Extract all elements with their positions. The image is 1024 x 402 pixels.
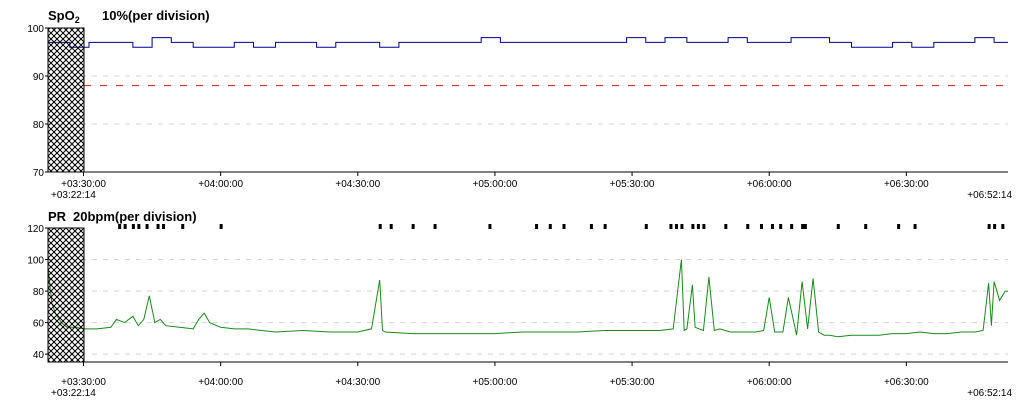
pr-event-mark xyxy=(680,224,684,229)
spo2-xtick-label: +04:30:00 xyxy=(335,179,380,190)
pr-event-mark xyxy=(897,224,901,229)
pr-xtick-label: +06:00:00 xyxy=(747,377,792,388)
pr-event-mark xyxy=(790,224,794,229)
pr-event-mark xyxy=(181,224,185,229)
pr-ytick-label: 80 xyxy=(33,287,45,298)
pr-event-mark xyxy=(836,224,840,229)
pr-event-mark xyxy=(724,224,728,229)
pr-event-mark xyxy=(156,224,160,229)
pr-event-mark xyxy=(864,224,868,229)
pr-event-mark xyxy=(801,224,805,229)
pr-event-mark xyxy=(488,224,492,229)
pr-event-mark xyxy=(123,224,127,229)
pr-event-mark xyxy=(603,224,607,229)
pr-event-mark xyxy=(131,224,135,229)
spo2-ytick-label: 100 xyxy=(27,24,44,35)
spo2-xtick-label: +05:30:00 xyxy=(610,179,655,190)
spo2-xtick-label: +06:00:00 xyxy=(747,179,792,190)
pr-xtick-label: +04:30:00 xyxy=(335,377,380,388)
pr-panel: PR 20bpm(per division) 120 100 80 60 40 +03:3… xyxy=(27,209,1012,399)
pr-event-mark xyxy=(803,224,807,229)
pr-event-mark xyxy=(137,224,141,229)
pr-event-mark xyxy=(378,224,382,229)
pr-title: PR xyxy=(48,209,67,224)
spo2-end-time-label: +06:52:14 xyxy=(967,190,1012,201)
pr-event-mark xyxy=(993,224,997,229)
spo2-title-subscript: 2 xyxy=(75,15,80,25)
pr-event-mark xyxy=(644,224,648,229)
spo2-ytick-label: 90 xyxy=(33,72,45,83)
pr-event-mark xyxy=(589,224,593,229)
pr-ytick-label: 60 xyxy=(33,319,45,330)
pr-ytick-label: 100 xyxy=(27,256,44,267)
pr-series-line xyxy=(47,259,1008,338)
pr-event-mark xyxy=(1001,224,1005,229)
pr-event-mark xyxy=(987,224,991,229)
pr-event-mark xyxy=(535,224,539,229)
pr-event-mark xyxy=(219,224,223,229)
spo2-title-main: SpO xyxy=(48,8,75,23)
pr-event-mark xyxy=(562,224,566,229)
pr-end-time-label: +06:52:14 xyxy=(967,388,1012,399)
pr-event-mark xyxy=(145,224,149,229)
pr-event-mark xyxy=(770,224,774,229)
pr-event-mark xyxy=(548,224,552,229)
spo2-subtitle: 10%(per division) xyxy=(102,8,210,23)
spo2-title: SpO2 xyxy=(48,8,80,25)
pr-event-mark xyxy=(411,224,415,229)
pr-event-mark xyxy=(691,224,695,229)
spo2-xtick-label: +03:30:00 xyxy=(61,179,106,190)
pr-unrecorded-hatch xyxy=(47,227,85,363)
pr-ytick-label: 120 xyxy=(27,224,44,235)
pr-event-mark xyxy=(389,224,393,229)
spo2-xtick-label: +06:30:00 xyxy=(884,179,929,190)
pr-event-mark xyxy=(118,224,122,229)
spo2-ytick-label: 80 xyxy=(33,120,45,131)
spo2-xtick-label: +04:00:00 xyxy=(198,179,243,190)
pr-event-mark xyxy=(746,224,750,229)
pr-event-mark xyxy=(162,224,166,229)
pr-event-mark xyxy=(696,224,700,229)
pr-event-mark xyxy=(702,224,706,229)
pr-event-mark xyxy=(674,224,678,229)
pr-start-time-label: +03:22:14 xyxy=(51,388,96,399)
pr-event-mark xyxy=(669,224,673,229)
pr-event-mark xyxy=(913,224,917,229)
pr-event-mark xyxy=(779,224,783,229)
pr-ytick-label: 40 xyxy=(33,350,45,361)
spo2-start-time-label: +03:22:14 xyxy=(51,190,96,201)
pr-xtick-label: +04:00:00 xyxy=(198,377,243,388)
pr-subtitle: 20bpm(per division) xyxy=(73,209,197,224)
pr-event-mark xyxy=(433,224,437,229)
pr-xtick-label: +06:30:00 xyxy=(884,377,929,388)
pr-xtick-label: +05:30:00 xyxy=(610,377,655,388)
spo2-series-line xyxy=(48,37,1008,48)
spo2-xtick-label: +05:00:00 xyxy=(473,179,518,190)
pr-xtick-label: +03:30:00 xyxy=(61,377,106,388)
spo2-ytick-label: 70 xyxy=(33,168,45,179)
spo2-unrecorded-hatch xyxy=(47,27,85,173)
spo2-panel: SpO2 10%(per division) 100 90 80 70 +03:30:0… xyxy=(27,8,1012,201)
pr-event-mark xyxy=(759,224,763,229)
pr-xtick-label: +05:00:00 xyxy=(473,377,518,388)
